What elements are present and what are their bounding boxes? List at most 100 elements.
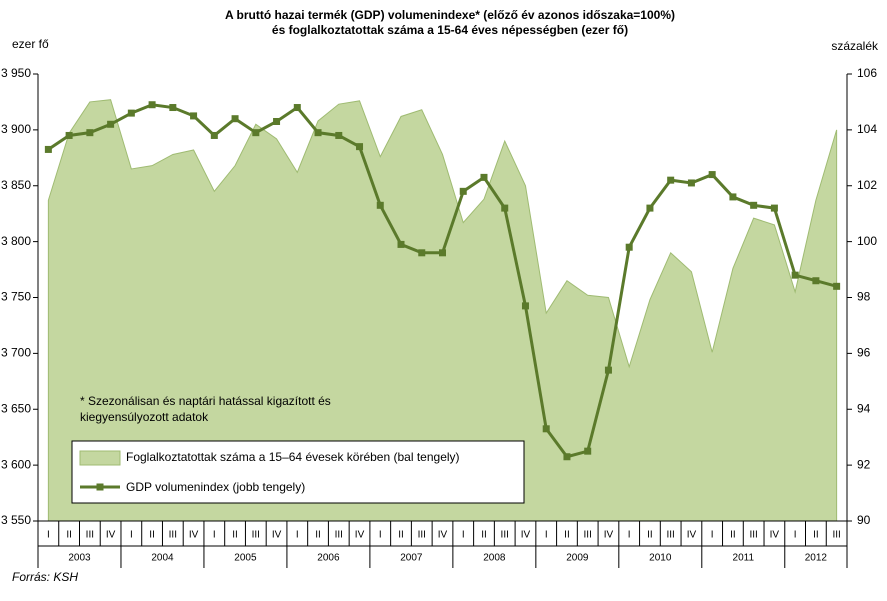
x-tick-label: II [813,530,819,541]
marker [542,425,550,433]
y-tick-label: 3 700 [1,346,31,360]
y-tick-label: 3 900 [1,122,31,136]
marker [169,104,177,112]
x-tick-label: IV [604,530,614,541]
note: * Szezonálisan és naptári hatással kigaz… [80,394,331,408]
x-tick-label: IV [189,530,199,541]
x-tick-label: II [730,530,736,541]
year-label: 2011 [733,553,755,564]
x-tick-label: III [86,530,94,541]
marker [480,173,488,181]
x-tick-label: II [564,530,570,541]
y2-tick-label: 90 [857,513,871,527]
marker [107,120,115,128]
y-tick-label: 3 600 [1,457,31,471]
y2-tick-label: 94 [857,401,871,415]
chart-title: és foglalkoztatottak száma a 15-64 éves … [272,23,628,37]
marker [335,131,343,139]
marker [750,201,758,209]
chart-title: A bruttó hazai termék (GDP) volumenindex… [225,8,675,22]
marker [459,187,467,195]
x-tick-label: III [749,530,757,541]
x-tick-label: IV [770,530,780,541]
year-label: 2007 [400,553,423,564]
marker [210,131,218,139]
marker [563,453,571,461]
year-label: 2003 [68,553,91,564]
marker [127,109,135,117]
y-axis-label: ezer fő [12,37,49,51]
y-tick-label: 3 750 [1,290,31,304]
y2-tick-label: 102 [857,178,877,192]
x-tick-label: III [667,530,675,541]
marker [293,104,301,112]
x-tick-label: IV [106,530,116,541]
year-label: 2004 [151,553,174,564]
marker [646,204,654,212]
year-label: 2010 [649,553,672,564]
x-tick-label: II [647,530,653,541]
x-tick-label: II [398,530,404,541]
x-tick-label: I [628,530,631,541]
x-tick-label: I [47,530,50,541]
marker [397,240,405,248]
x-tick-label: I [711,530,714,541]
marker [604,366,612,374]
x-tick-label: I [130,530,133,541]
y2-axis-label: százalék [831,39,879,53]
legend-label: Foglalkoztatottak száma a 15–64 évesek k… [126,450,460,464]
marker [729,193,737,201]
y-tick-label: 3 800 [1,234,31,248]
marker [273,117,281,125]
x-tick-label: I [794,530,797,541]
year-label: 2009 [566,553,589,564]
marker [439,249,446,257]
y-tick-label: 3 550 [1,513,31,527]
marker [708,171,716,179]
x-tick-label: III [584,530,592,541]
y2-tick-label: 104 [857,122,877,136]
x-tick-label: III [169,530,177,541]
marker [584,447,592,455]
marker [791,271,799,279]
marker [190,112,198,120]
y2-tick-label: 92 [857,457,871,471]
x-tick-label: II [481,530,487,541]
x-tick-label: IV [521,530,531,541]
marker [687,179,695,187]
x-tick-label: I [296,530,299,541]
x-tick-label: I [462,530,465,541]
legend-box [71,440,525,504]
marker [770,204,778,212]
y2-tick-label: 98 [857,290,871,304]
x-tick-label: II [315,530,321,541]
marker [833,282,841,290]
y2-tick-label: 96 [857,346,871,360]
x-tick-label: III [335,530,343,541]
legend-swatch [96,483,104,491]
x-tick-label: II [66,530,72,541]
year-label: 2012 [805,553,828,564]
marker [148,101,156,109]
marker [356,143,364,151]
x-tick-label: I [545,530,548,541]
marker [376,201,384,209]
x-tick-label: III [252,530,260,541]
marker [231,115,239,123]
year-label: 2008 [483,553,506,564]
marker [812,277,820,285]
x-tick-label: I [213,530,216,541]
y2-tick-label: 106 [857,66,877,80]
x-tick-label: IV [438,530,448,541]
marker [625,243,633,251]
marker [65,131,73,139]
year-label: 2006 [317,553,340,564]
y-tick-label: 3 950 [1,66,31,80]
marker [86,129,94,137]
x-tick-label: III [832,530,840,541]
y-tick-label: 3 850 [1,178,31,192]
legend-swatch [79,450,121,466]
y-tick-label: 3 650 [1,401,31,415]
